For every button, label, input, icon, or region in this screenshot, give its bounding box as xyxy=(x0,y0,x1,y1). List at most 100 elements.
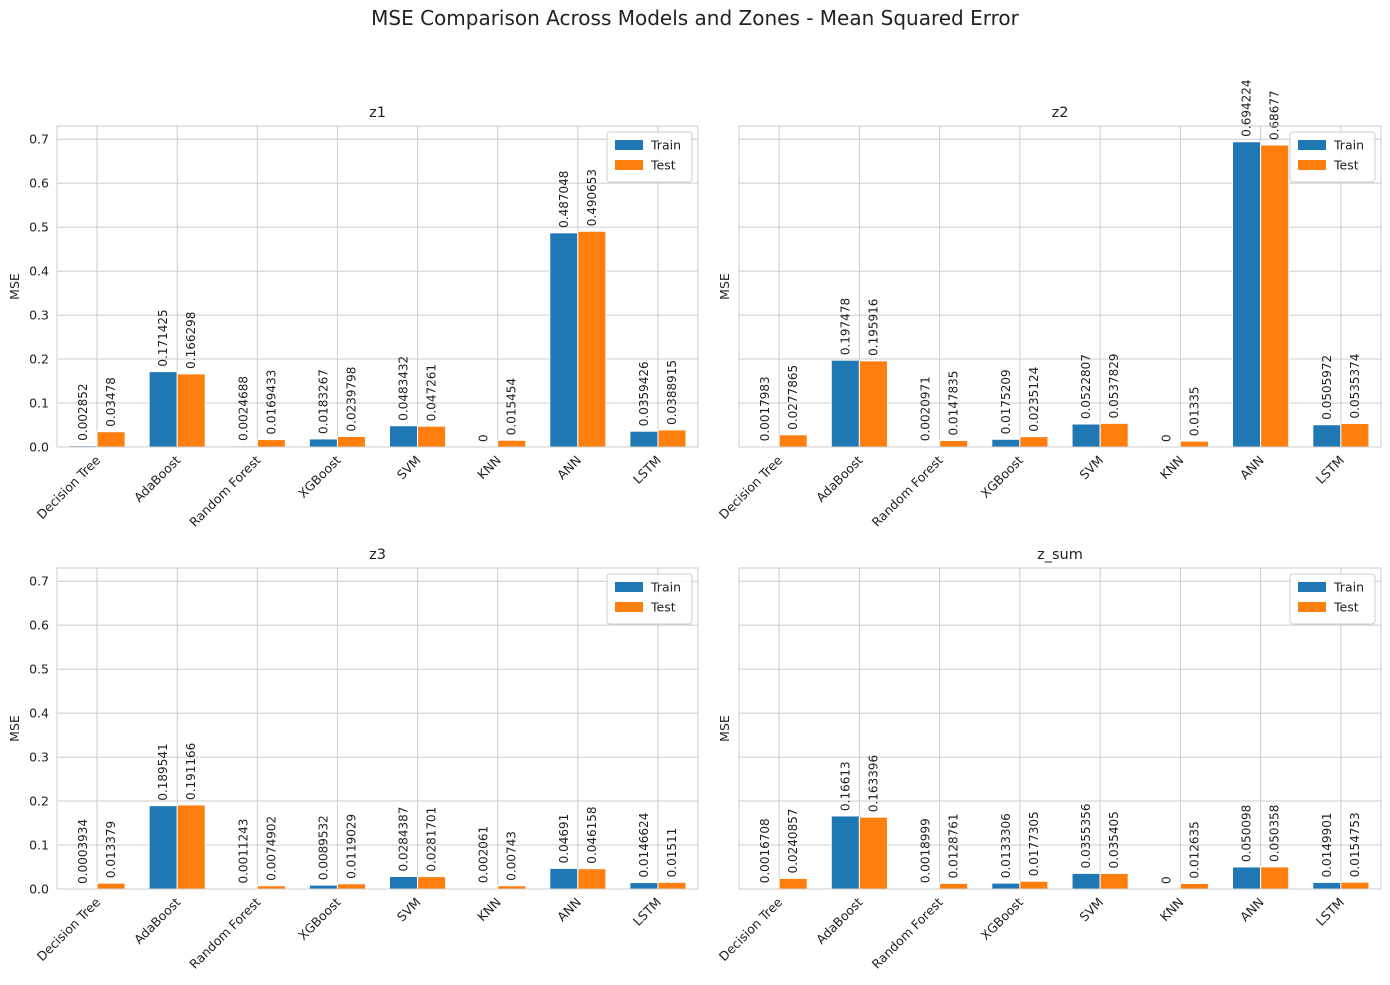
y-tick-label: 0.0 xyxy=(29,882,49,897)
panel-title: z3 xyxy=(369,547,386,563)
bar-test xyxy=(577,868,607,890)
legend-label-test: Test xyxy=(650,158,676,173)
legend: Train Test xyxy=(1289,131,1376,183)
data-label: 0.04691 xyxy=(557,814,571,864)
legend-swatch-train xyxy=(615,582,643,592)
y-axis-label: MSE xyxy=(7,715,22,742)
legend-swatch-train xyxy=(1298,582,1326,592)
data-label: 0.487048 xyxy=(557,171,571,228)
bar-test xyxy=(939,882,969,890)
x-tick-label: Random Forest xyxy=(186,452,263,529)
bar-test xyxy=(417,876,447,890)
figure-title: MSE Comparison Across Models and Zones -… xyxy=(371,6,1020,30)
x-tick-label: KNN xyxy=(1157,453,1187,483)
bar-test xyxy=(1340,422,1370,448)
bar-train xyxy=(830,359,860,448)
x-tick-label: ANN xyxy=(1237,453,1267,483)
bar-test xyxy=(778,434,808,448)
bar-test xyxy=(1179,882,1209,890)
legend-label-train: Train xyxy=(1333,580,1364,595)
x-tick-label: LSTM xyxy=(1313,453,1347,487)
bar-test xyxy=(336,883,366,890)
x-tick-label: Decision Tree xyxy=(34,894,104,964)
data-label: 0.490653 xyxy=(585,169,599,226)
data-label: 0.0175209 xyxy=(999,369,1013,434)
x-tick-label: Random Forest xyxy=(186,894,263,971)
x-tick-label: Decision Tree xyxy=(716,452,786,522)
bar-train xyxy=(830,815,860,890)
data-label: 0.0017983 xyxy=(758,376,772,441)
y-tick-label: 0.4 xyxy=(29,264,49,279)
x-tick-label: Decision Tree xyxy=(716,894,786,964)
bar-test xyxy=(1179,440,1209,448)
data-label: 0.0183267 xyxy=(316,369,330,434)
x-tick-label: XGBoost xyxy=(295,452,344,501)
x-tick-label: Decision Tree xyxy=(34,452,104,522)
x-tick-label: SVM xyxy=(1076,895,1106,925)
y-tick-label: 0.7 xyxy=(29,574,49,589)
bar-train xyxy=(148,805,178,890)
data-label: 0.050098 xyxy=(1240,805,1254,862)
data-label: 0.0284387 xyxy=(397,807,411,872)
legend-label-train: Train xyxy=(650,580,681,595)
legend-label-train: Train xyxy=(650,138,681,153)
data-label: 0.0018999 xyxy=(919,818,933,883)
data-label: 0.0483432 xyxy=(397,356,411,421)
data-label: 0.0240857 xyxy=(786,809,800,874)
data-label: 0.035405 xyxy=(1107,811,1121,868)
bar-train xyxy=(1071,872,1101,890)
legend: Train Test xyxy=(606,131,693,183)
bar-train xyxy=(549,867,579,890)
data-label: 0 xyxy=(1159,434,1173,442)
legend-label-test: Test xyxy=(650,600,676,615)
data-label: 0.191166 xyxy=(184,743,198,800)
y-tick-label: 0.5 xyxy=(29,662,49,677)
data-label: 0.0522807 xyxy=(1079,354,1093,419)
bar-test xyxy=(96,882,126,890)
x-tick-label: KNN xyxy=(1157,895,1187,925)
bar-test xyxy=(1340,881,1370,890)
bar-train xyxy=(629,430,659,448)
bar-test xyxy=(1260,144,1290,448)
panel-z2: 0.0017983 0.197478 0.0020971 0.0175209 0.052… xyxy=(716,79,1382,530)
y-tick-label: 0.7 xyxy=(29,132,49,147)
x-tick-label: Random Forest xyxy=(869,894,946,971)
data-label: 0.166298 xyxy=(184,312,198,369)
bar-test xyxy=(96,431,126,448)
legend-label-train: Train xyxy=(1333,138,1364,153)
bar-train xyxy=(991,438,1021,448)
y-tick-label: 0.0 xyxy=(29,440,49,455)
bar-test xyxy=(577,230,607,448)
y-axis-label: MSE xyxy=(717,715,732,742)
data-label: 0.0020971 xyxy=(919,376,933,441)
data-label: 0.002061 xyxy=(477,826,491,883)
data-label: 0.195916 xyxy=(866,299,880,356)
data-label: 0.0277865 xyxy=(786,365,800,430)
data-label: 0.01335 xyxy=(1187,387,1201,437)
bar-test xyxy=(657,881,687,890)
data-label: 0.0359426 xyxy=(637,361,651,426)
x-tick-label: SVM xyxy=(394,453,424,483)
data-label: 0.0149901 xyxy=(1320,813,1334,878)
bar-test xyxy=(1019,880,1049,890)
data-label: 0.16613 xyxy=(838,761,852,811)
data-label: 0.03478 xyxy=(104,377,118,427)
x-tick-label: SVM xyxy=(1076,453,1106,483)
data-label: 0.0177305 xyxy=(1027,811,1041,876)
bar-test xyxy=(176,373,206,448)
legend-swatch-train xyxy=(1298,140,1326,150)
bar-train xyxy=(991,882,1021,890)
x-tick-label: LSTM xyxy=(630,895,664,929)
plot-frame xyxy=(56,125,699,448)
panel-title: z_sum xyxy=(1037,547,1083,563)
data-label: 0.0154753 xyxy=(1348,812,1362,877)
bar-test xyxy=(497,439,527,448)
data-label: 0.0355356 xyxy=(1079,803,1093,868)
bar-train xyxy=(1312,424,1342,448)
panel-title: z2 xyxy=(1052,105,1069,121)
bar-train xyxy=(549,232,579,448)
y-tick-label: 0.2 xyxy=(29,352,49,367)
data-label: 0.163396 xyxy=(866,755,880,812)
y-tick-label: 0.3 xyxy=(29,308,49,323)
